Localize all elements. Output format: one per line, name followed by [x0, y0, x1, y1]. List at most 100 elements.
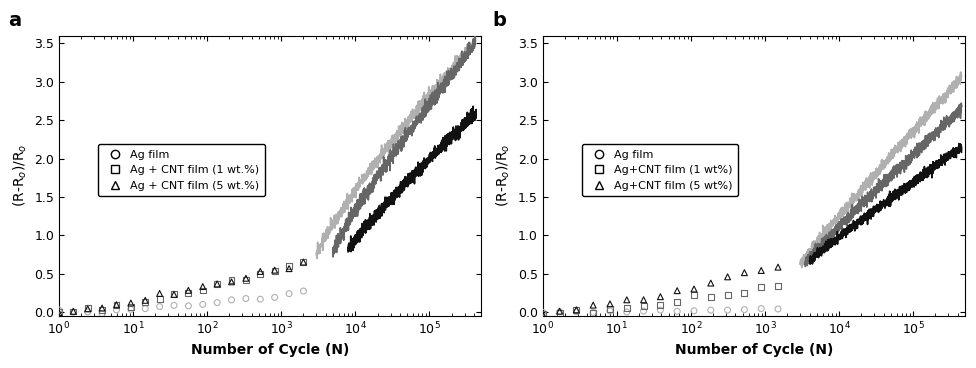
Point: [181, 287, 196, 293]
Point: [719, 274, 735, 280]
Point: [108, 302, 124, 308]
Point: [703, 280, 718, 286]
Point: [80, 305, 96, 311]
Point: [108, 307, 124, 313]
Point: [65, 308, 81, 314]
Point: [703, 307, 718, 313]
Point: [238, 296, 254, 301]
Point: [65, 308, 81, 314]
Point: [51, 310, 66, 316]
Point: [138, 297, 153, 303]
Point: [166, 302, 182, 308]
Point: [737, 290, 752, 296]
Point: [195, 301, 211, 307]
Point: [770, 264, 786, 270]
Point: [619, 309, 634, 315]
Point: [586, 302, 601, 308]
Point: [138, 299, 153, 305]
Point: [602, 308, 618, 314]
Point: [719, 292, 735, 298]
Point: [586, 309, 601, 315]
Point: [569, 307, 585, 313]
Point: [569, 309, 585, 315]
Point: [551, 310, 567, 316]
Point: [770, 306, 786, 312]
Point: [737, 307, 752, 312]
Point: [166, 291, 182, 297]
Point: [670, 299, 685, 305]
Point: [224, 279, 239, 285]
Point: [51, 309, 66, 315]
Point: [65, 309, 81, 315]
Legend: Ag film, Ag+CNT film (1 wt%), Ag+CNT film (5 wt%): Ag film, Ag+CNT film (1 wt%), Ag+CNT fil…: [582, 144, 739, 197]
Point: [296, 259, 311, 265]
Point: [635, 297, 651, 303]
Point: [80, 306, 96, 312]
Point: [653, 294, 669, 300]
Point: [253, 269, 268, 275]
Point: [551, 309, 567, 315]
Point: [670, 308, 685, 314]
Point: [266, 268, 282, 274]
Point: [123, 304, 139, 309]
Y-axis label: (R-R$_o$)/R$_o$: (R-R$_o$)/R$_o$: [495, 144, 512, 208]
Point: [224, 297, 239, 303]
Point: [152, 304, 168, 309]
Point: [535, 311, 550, 317]
Text: b: b: [492, 11, 506, 30]
Point: [719, 307, 735, 313]
Point: [686, 292, 702, 298]
Point: [770, 283, 786, 289]
Text: a: a: [8, 11, 21, 30]
Point: [152, 296, 168, 302]
Point: [535, 311, 550, 317]
Point: [686, 286, 702, 292]
Point: [281, 263, 297, 269]
Y-axis label: (R-R$_o$)/R$_o$: (R-R$_o$)/R$_o$: [11, 144, 28, 208]
Point: [123, 300, 139, 306]
Point: [551, 308, 567, 314]
X-axis label: Number of Cycle (N): Number of Cycle (N): [190, 343, 349, 357]
Point: [281, 266, 297, 272]
X-axis label: Number of Cycle (N): Number of Cycle (N): [674, 343, 833, 357]
Point: [95, 307, 110, 313]
Point: [224, 277, 239, 283]
Point: [209, 281, 224, 287]
Point: [181, 303, 196, 309]
Point: [753, 268, 769, 273]
Point: [95, 305, 110, 311]
Point: [296, 259, 311, 265]
Point: [95, 311, 110, 316]
Point: [238, 277, 254, 283]
Point: [586, 310, 601, 316]
Point: [266, 294, 282, 300]
Point: [296, 288, 311, 294]
Point: [686, 308, 702, 314]
Point: [166, 291, 182, 297]
Point: [753, 284, 769, 290]
Point: [152, 290, 168, 296]
Point: [138, 306, 153, 312]
Point: [253, 296, 268, 302]
Point: [123, 307, 139, 312]
Point: [619, 297, 634, 303]
Point: [281, 291, 297, 297]
Point: [703, 294, 718, 300]
Point: [195, 284, 211, 290]
Point: [181, 290, 196, 296]
Point: [670, 288, 685, 294]
Point: [535, 309, 550, 315]
Point: [238, 275, 254, 281]
Point: [209, 300, 224, 305]
Point: [653, 302, 669, 308]
Point: [635, 308, 651, 314]
Point: [195, 287, 211, 293]
Point: [602, 306, 618, 312]
Point: [619, 305, 634, 311]
Point: [253, 271, 268, 277]
Point: [737, 270, 752, 276]
Point: [51, 307, 66, 313]
Point: [653, 307, 669, 313]
Point: [108, 302, 124, 308]
Point: [266, 267, 282, 273]
